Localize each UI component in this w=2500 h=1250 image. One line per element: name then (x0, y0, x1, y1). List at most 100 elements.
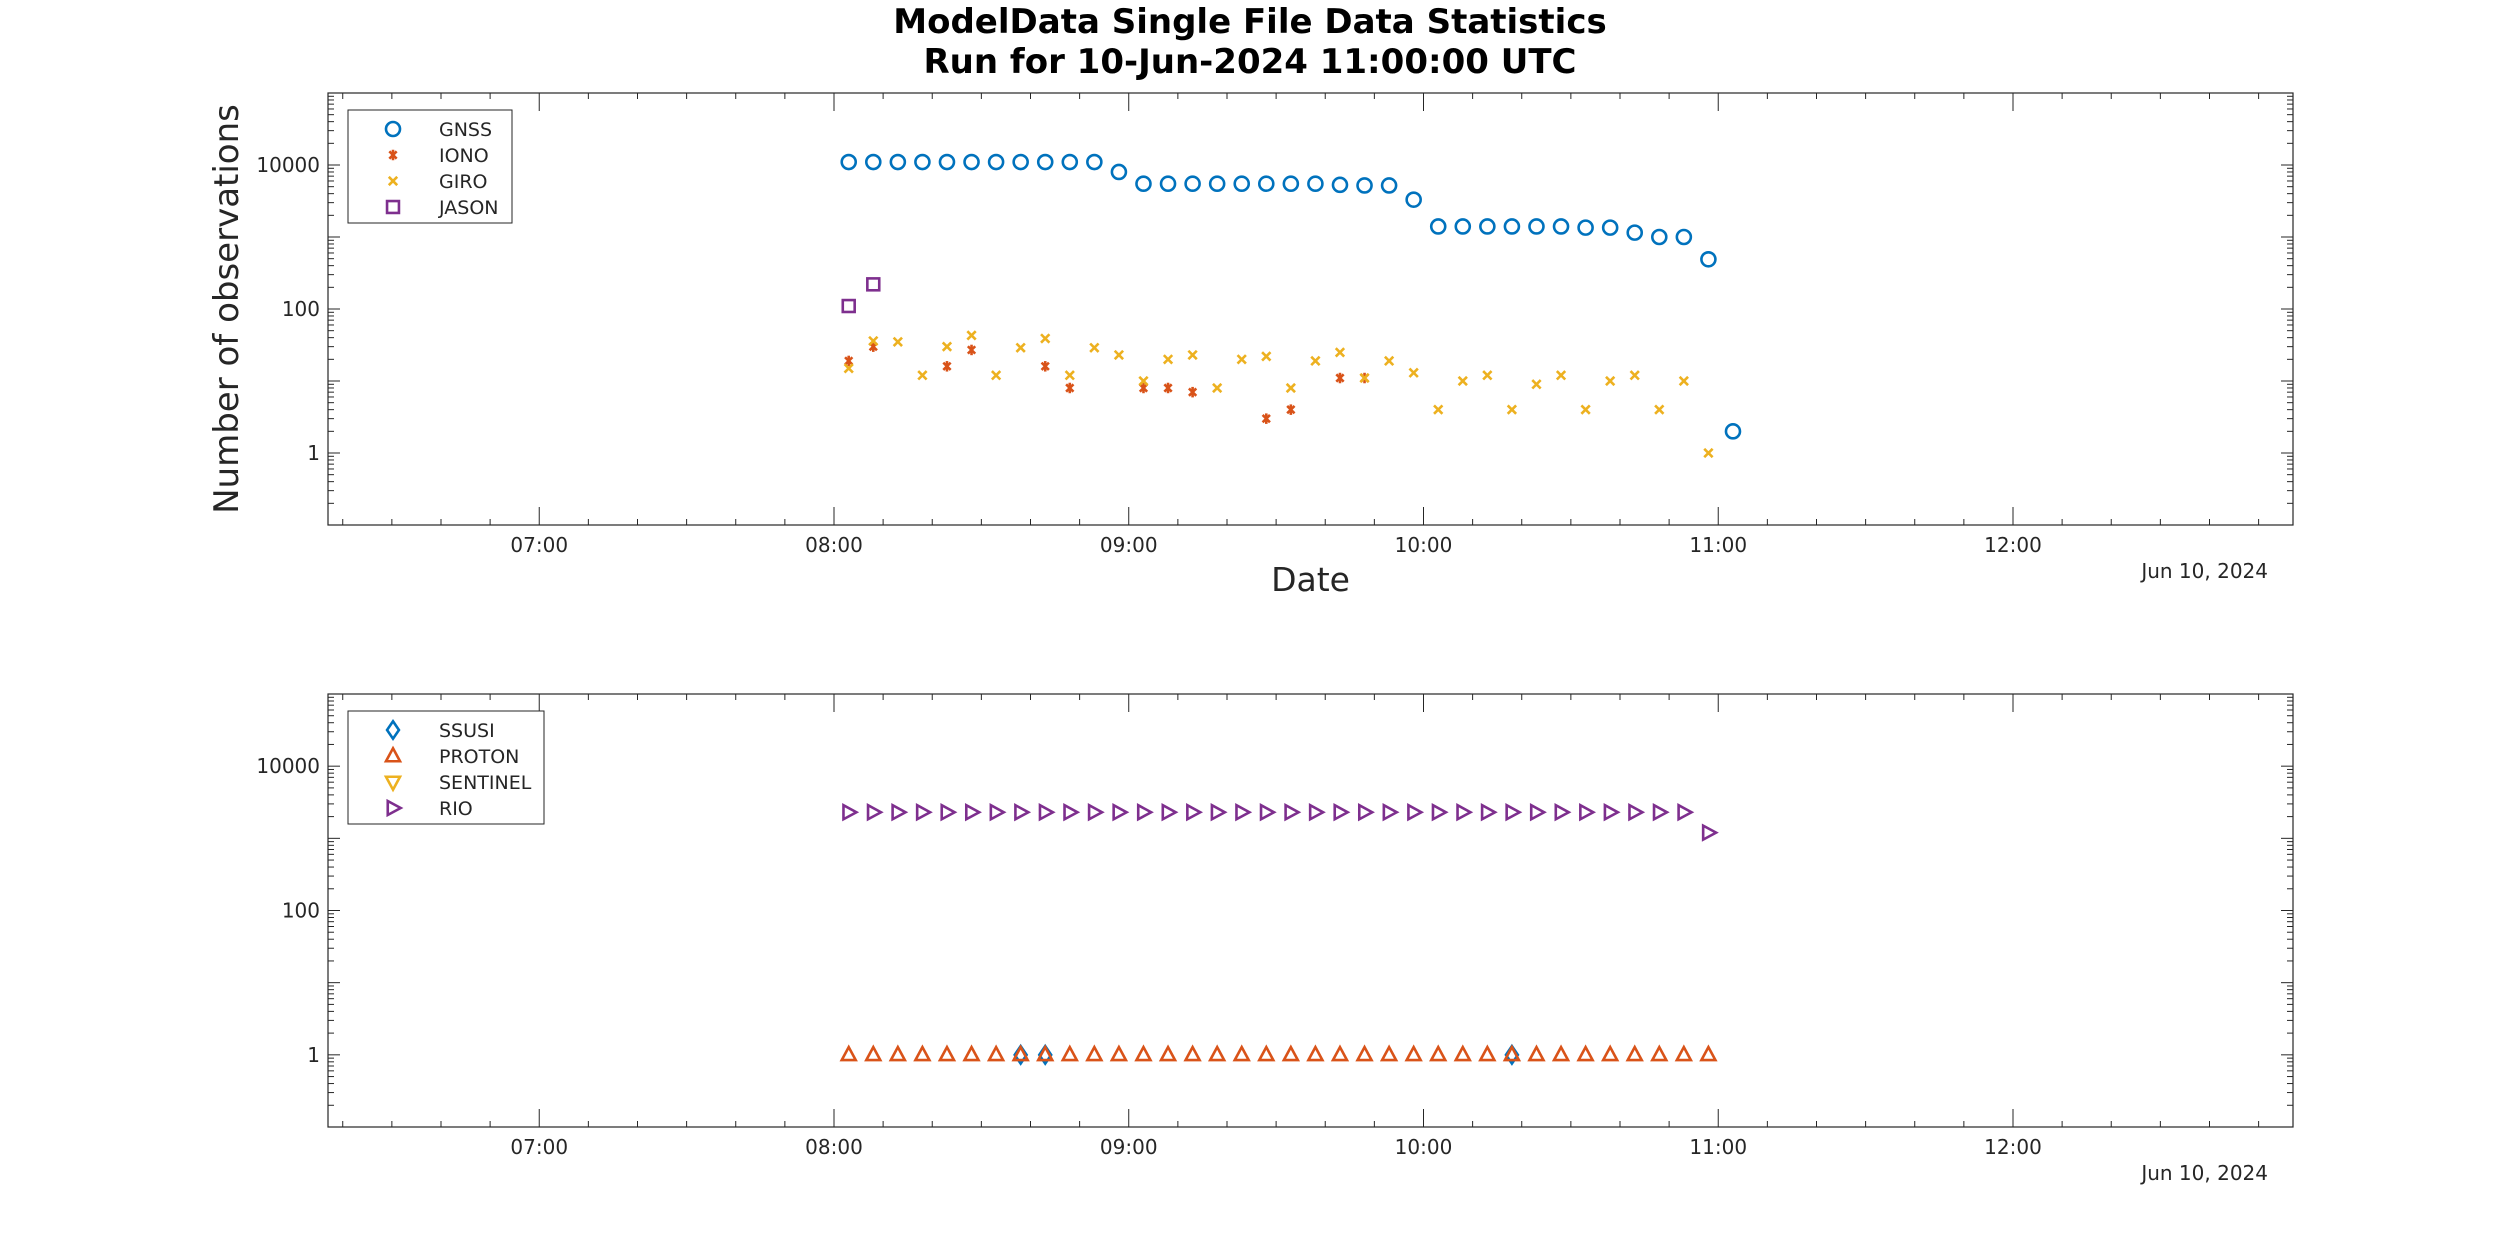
rio-point (1308, 803, 1326, 822)
rio-point (1014, 803, 1032, 822)
gnss-point (1012, 153, 1029, 171)
iono-point (1138, 382, 1149, 394)
panel-1-data (840, 153, 1742, 459)
rio-point (1652, 803, 1670, 822)
panel-1-y-tick-label: 10000 (256, 153, 320, 177)
rio-point (866, 803, 884, 822)
rio-point (1357, 803, 1375, 822)
iono-point (1163, 382, 1173, 394)
panel-2-legend-box (347, 710, 545, 825)
legend-entry-ssusi: SSUSI (385, 718, 495, 742)
proton-point (1453, 1044, 1472, 1062)
giro-point (1605, 375, 1616, 387)
proton-point (1306, 1044, 1325, 1062)
legend-label-rio: RIO (439, 798, 473, 820)
iono-point (1040, 361, 1050, 372)
panel-1-series-giro (843, 330, 1714, 459)
gnss-point (1356, 177, 1373, 194)
legend-entry-gnss: GNSS (384, 119, 492, 141)
legend-marker-gnss (384, 120, 402, 138)
gnss-point (1650, 228, 1668, 246)
proton-point (986, 1044, 1006, 1062)
legend-entry-sentinel: SENTINEL (383, 772, 532, 794)
rio-point (1505, 803, 1523, 822)
panel-2-date-label: Jun 10, 2024 (2139, 1161, 2268, 1185)
legend-label-proton: PROTON (439, 746, 519, 768)
gnss-point (1282, 175, 1300, 192)
gnss-point (1601, 219, 1619, 236)
gnss-point (1675, 228, 1693, 246)
gnss-point (1552, 218, 1570, 235)
giro-point (917, 370, 928, 381)
gnss-point (1036, 153, 1054, 171)
gnss-point (1233, 175, 1251, 192)
panel-1-date-label: Jun 10, 2024 (2139, 559, 2268, 583)
iono-point (1188, 386, 1198, 398)
rio-point (1210, 803, 1228, 822)
panel-2-axes-box (327, 693, 2294, 1128)
giro-point (1015, 342, 1026, 353)
jason-point (841, 298, 856, 314)
panel-2-x-tick-label: 11:00 (1689, 1135, 1747, 1159)
panel-2-y-tick-label: 100 (282, 899, 320, 923)
gnss-point (987, 153, 1005, 171)
panel-2-series-rio (842, 803, 1719, 842)
legend-entry-giro: GIRO (387, 171, 487, 193)
panel-1-legend-box (347, 109, 513, 224)
giro-point (868, 335, 879, 347)
proton-point (1134, 1044, 1153, 1062)
rio-point (1087, 803, 1105, 822)
panel-1-axes-box (327, 92, 2294, 526)
panel-2-x-tick-label: 09:00 (1100, 1135, 1158, 1159)
rio-point (1579, 803, 1597, 822)
giro-point (892, 336, 903, 347)
proton-point (1600, 1044, 1620, 1062)
giro-point (1580, 404, 1591, 415)
legend-entry-proton: PROTON (383, 745, 519, 768)
giro-point (1236, 354, 1247, 365)
legend-label-ssusi: SSUSI (439, 720, 495, 742)
panel-1-y-ticks (328, 95, 2293, 526)
rio-point (1063, 803, 1081, 822)
iono-point (844, 355, 854, 367)
giro-point (1555, 370, 1567, 381)
giro-point (1506, 404, 1518, 415)
gnss-point (1700, 251, 1717, 268)
giro-point (1064, 370, 1075, 381)
panel-2-data (839, 803, 1719, 1066)
proton-point (1551, 1044, 1571, 1062)
iono-point (966, 344, 977, 356)
panel-2-legend: SSUSI PROTON SENTINEL RIO (347, 710, 545, 825)
proton-point (1085, 1044, 1104, 1062)
rio-point (989, 803, 1007, 822)
giro-point (1629, 370, 1640, 381)
gnss-point (1528, 218, 1545, 235)
panel-1-y-tick-label: 1 (307, 441, 320, 465)
giro-point (1457, 375, 1468, 387)
legend-entry-rio: RIO (386, 798, 473, 820)
gnss-point (1331, 176, 1349, 194)
gnss-point (1626, 224, 1644, 241)
gnss-point (1405, 191, 1422, 208)
proton-point (1281, 1044, 1301, 1062)
rio-point (1186, 803, 1204, 822)
gnss-point (1159, 175, 1177, 192)
gnss-point (1184, 175, 1201, 192)
proton-point (1257, 1044, 1276, 1062)
proton-point (1011, 1044, 1030, 1062)
legend-marker-jason (385, 199, 401, 215)
giro-point (1040, 333, 1051, 344)
legend-marker-ssusi (385, 718, 401, 742)
legend-label-jason: JASON (438, 197, 499, 219)
rio-point (1456, 803, 1474, 822)
legend-label-gnss: GNSS (439, 119, 492, 141)
proton-point (1158, 1044, 1178, 1062)
proton-point (1060, 1044, 1079, 1062)
panel-1-x-ticks (342, 93, 2260, 525)
rio-point (1235, 803, 1253, 822)
giro-point (1654, 404, 1665, 415)
panel-1-series-gnss (840, 153, 1742, 440)
gnss-point (1110, 163, 1128, 181)
panel-1-x-tick-label: 10:00 (1395, 533, 1453, 557)
panel-1-x-tick-label: 12:00 (1984, 533, 2042, 557)
